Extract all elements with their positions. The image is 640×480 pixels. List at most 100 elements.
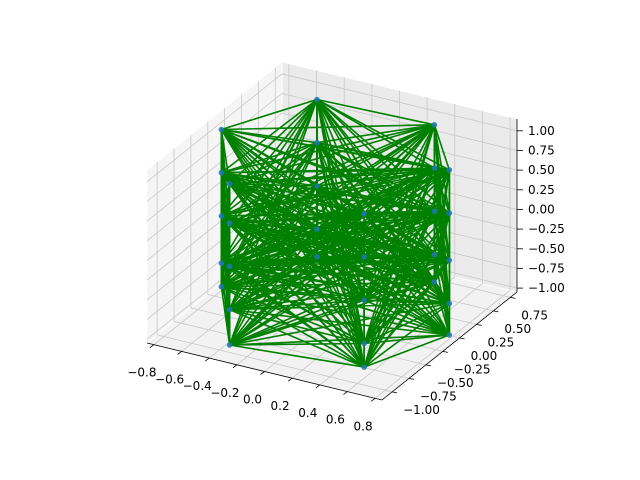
data-point [361, 297, 368, 304]
data-edge [363, 334, 451, 368]
data-edge [220, 215, 318, 230]
data-edge [433, 253, 451, 336]
y-tick [459, 337, 465, 340]
data-point [226, 220, 233, 226]
x-tick-label: −0.6 [155, 372, 184, 386]
data-edge [228, 308, 366, 368]
data-point [226, 181, 233, 187]
data-point [446, 167, 453, 173]
grid-line-x-floor [374, 289, 511, 399]
x-tick-label: −0.8 [127, 366, 156, 380]
data-edge [228, 334, 451, 346]
data-point [218, 283, 225, 290]
y-tick-label: −0.25 [454, 362, 491, 376]
z-tick-label: 0.75 [528, 144, 555, 158]
data-edge [316, 255, 451, 305]
data-edge [228, 228, 318, 346]
data-edge [228, 210, 436, 346]
data-edge [220, 262, 366, 345]
y-tick [493, 310, 499, 313]
data-edge [228, 210, 436, 268]
data-edge [220, 285, 451, 336]
data-point [361, 211, 368, 217]
y-tick-label: −1.00 [403, 403, 440, 417]
data-lines [220, 98, 451, 368]
data-edge [220, 128, 318, 144]
data-edge [363, 253, 436, 368]
y-tick-label: 0.25 [488, 335, 515, 349]
data-edge [228, 308, 366, 345]
data-point [218, 260, 225, 267]
data-edge [228, 98, 318, 185]
data-point [218, 126, 225, 133]
data-edge [220, 285, 231, 346]
x-tick [149, 344, 155, 349]
x-tick [315, 384, 321, 389]
y-tick [425, 364, 431, 367]
data-edge [220, 185, 318, 217]
data-edge [220, 285, 231, 311]
z-tick-label: 0.00 [528, 202, 555, 216]
data-point [226, 263, 233, 270]
data-edge [228, 185, 318, 224]
y-tick-label: 0.50 [504, 322, 531, 336]
data-point [218, 213, 225, 219]
data-edge [220, 98, 318, 131]
y-tick [510, 297, 516, 299]
data-edge [316, 255, 366, 368]
data-point [431, 251, 438, 258]
data-edge [228, 255, 318, 311]
y-tick [392, 391, 398, 394]
data-edge [316, 141, 436, 213]
x-tick [370, 397, 376, 402]
data-point [314, 253, 320, 260]
data-edge [316, 255, 451, 336]
data-point [431, 165, 438, 171]
data-point [446, 332, 453, 338]
x-tick [260, 371, 265, 375]
data-point [361, 340, 368, 347]
data-point [446, 210, 453, 216]
data-edge [228, 344, 366, 368]
data-edge [228, 228, 318, 268]
x-tick [343, 391, 348, 395]
data-point [226, 342, 233, 348]
x-tick-label: −0.2 [210, 386, 239, 400]
data-edge [363, 302, 451, 345]
data-edge [316, 255, 436, 283]
data-edge [363, 253, 436, 345]
data-edge [228, 255, 318, 346]
data-edge [220, 285, 366, 368]
data-edge [316, 228, 451, 336]
y-axis-line [381, 291, 518, 401]
y-tick-label: −0.75 [420, 389, 457, 403]
data-edge [316, 98, 451, 171]
data-point [314, 139, 320, 146]
data-edge [433, 253, 451, 305]
data-edge [228, 185, 318, 346]
data-point [314, 183, 320, 189]
grid-line-z-back [281, 73, 518, 132]
data-edge [316, 185, 451, 336]
data-edge [433, 210, 451, 262]
data-edge [316, 141, 451, 214]
z-tick-label: 1.00 [528, 124, 555, 138]
y-tick [476, 324, 482, 326]
data-edge [228, 253, 436, 346]
y-tick-label: 0.75 [521, 308, 548, 322]
data-edge [316, 185, 366, 258]
z-tick-label: −1.00 [528, 281, 565, 295]
x-tick [287, 377, 293, 382]
data-markers [218, 96, 453, 370]
data-edge [220, 253, 436, 288]
y-tick [442, 351, 448, 353]
data-point [314, 226, 320, 232]
z-tick-label: −0.25 [528, 222, 565, 236]
data-edge [363, 302, 451, 368]
data-edge [220, 255, 318, 265]
data-edge [220, 255, 318, 288]
data-edge [316, 185, 436, 213]
x-tick-label: 0.4 [298, 406, 317, 420]
data-edge [363, 281, 436, 345]
